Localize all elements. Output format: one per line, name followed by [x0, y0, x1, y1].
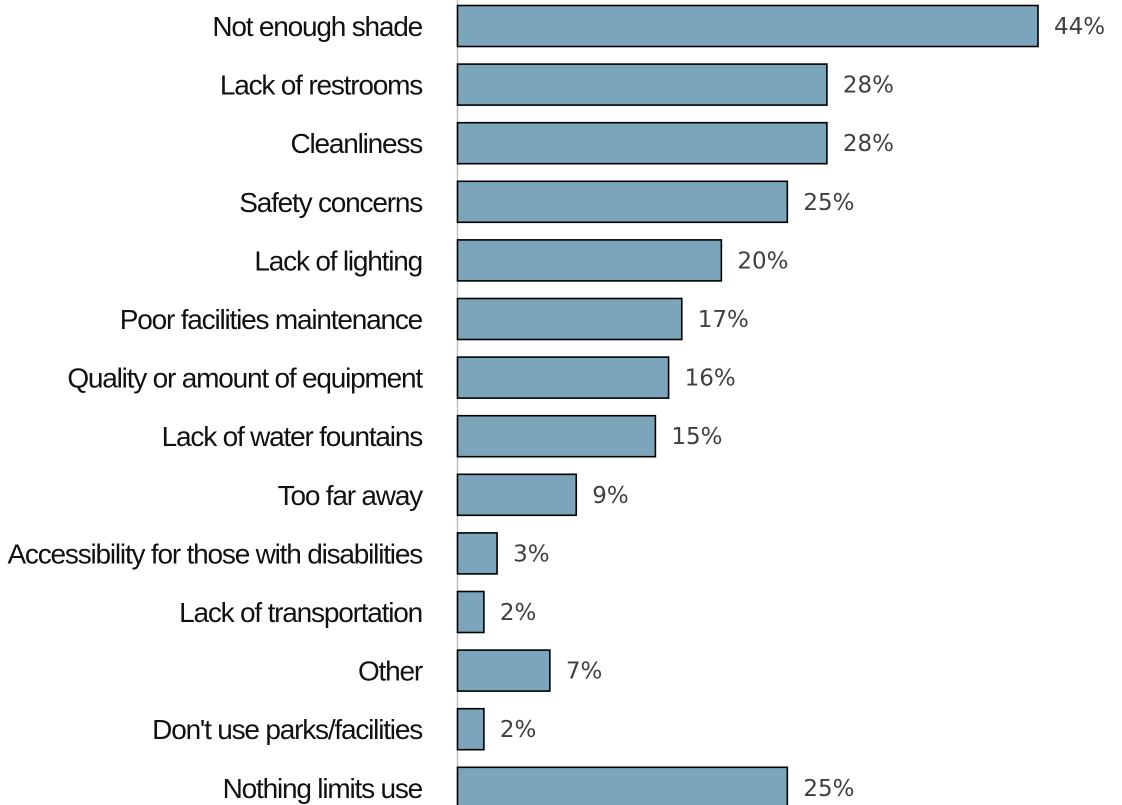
value-label: 15% [671, 424, 722, 450]
value-label: 25% [803, 190, 854, 216]
category-label: Nothing limits use [223, 773, 423, 804]
category-label: Quality or amount of equipment [67, 363, 423, 394]
bar [456, 180, 789, 224]
bar [456, 4, 1039, 48]
category-label: Not enough shade [212, 11, 422, 42]
value-label: 20% [737, 248, 788, 274]
category-label: Lack of water fountains [162, 421, 423, 452]
category-label: Safety concerns [239, 187, 422, 218]
value-label: 17% [698, 307, 749, 333]
category-label: Accessibility for those with disabilitie… [7, 538, 422, 569]
bar [456, 356, 670, 399]
bar [456, 473, 578, 517]
bar [456, 63, 828, 106]
value-label: 28% [843, 73, 894, 99]
value-label: 25% [803, 776, 854, 802]
category-label: Lack of transportation [179, 597, 422, 628]
category-label: Don't use parks/facilities [152, 714, 422, 745]
bar [456, 766, 789, 805]
value-label: 16% [685, 366, 736, 392]
value-labels-group: 44% 28% 28% 25% 20% 17% 16% 15% 9% 3% 2% 7% 2% 25% [500, 14, 1105, 802]
category-label: Poor facilities maintenance [120, 304, 423, 335]
bar [456, 590, 485, 634]
bar [456, 532, 498, 575]
value-label: 3% [513, 541, 550, 567]
category-label: Lack of restrooms [220, 70, 422, 101]
value-label: 44% [1054, 14, 1105, 40]
bar [456, 239, 723, 282]
value-label: 28% [843, 131, 894, 157]
bar [456, 121, 828, 165]
bar [456, 414, 657, 458]
value-label: 9% [592, 483, 629, 509]
category-label: Lack of lighting [254, 245, 422, 276]
category-label: Too far away [278, 480, 424, 511]
category-labels-group: Not enough shade Lack of restrooms Cleanli… [7, 11, 424, 804]
bar [456, 707, 485, 751]
value-label: 7% [566, 659, 603, 685]
category-label: Cleanliness [290, 128, 422, 159]
bars-group [456, 4, 1039, 805]
value-label: 2% [500, 600, 537, 626]
category-label: Other [358, 656, 423, 687]
bar [456, 297, 683, 341]
bar [456, 649, 551, 692]
value-label: 2% [500, 717, 537, 743]
